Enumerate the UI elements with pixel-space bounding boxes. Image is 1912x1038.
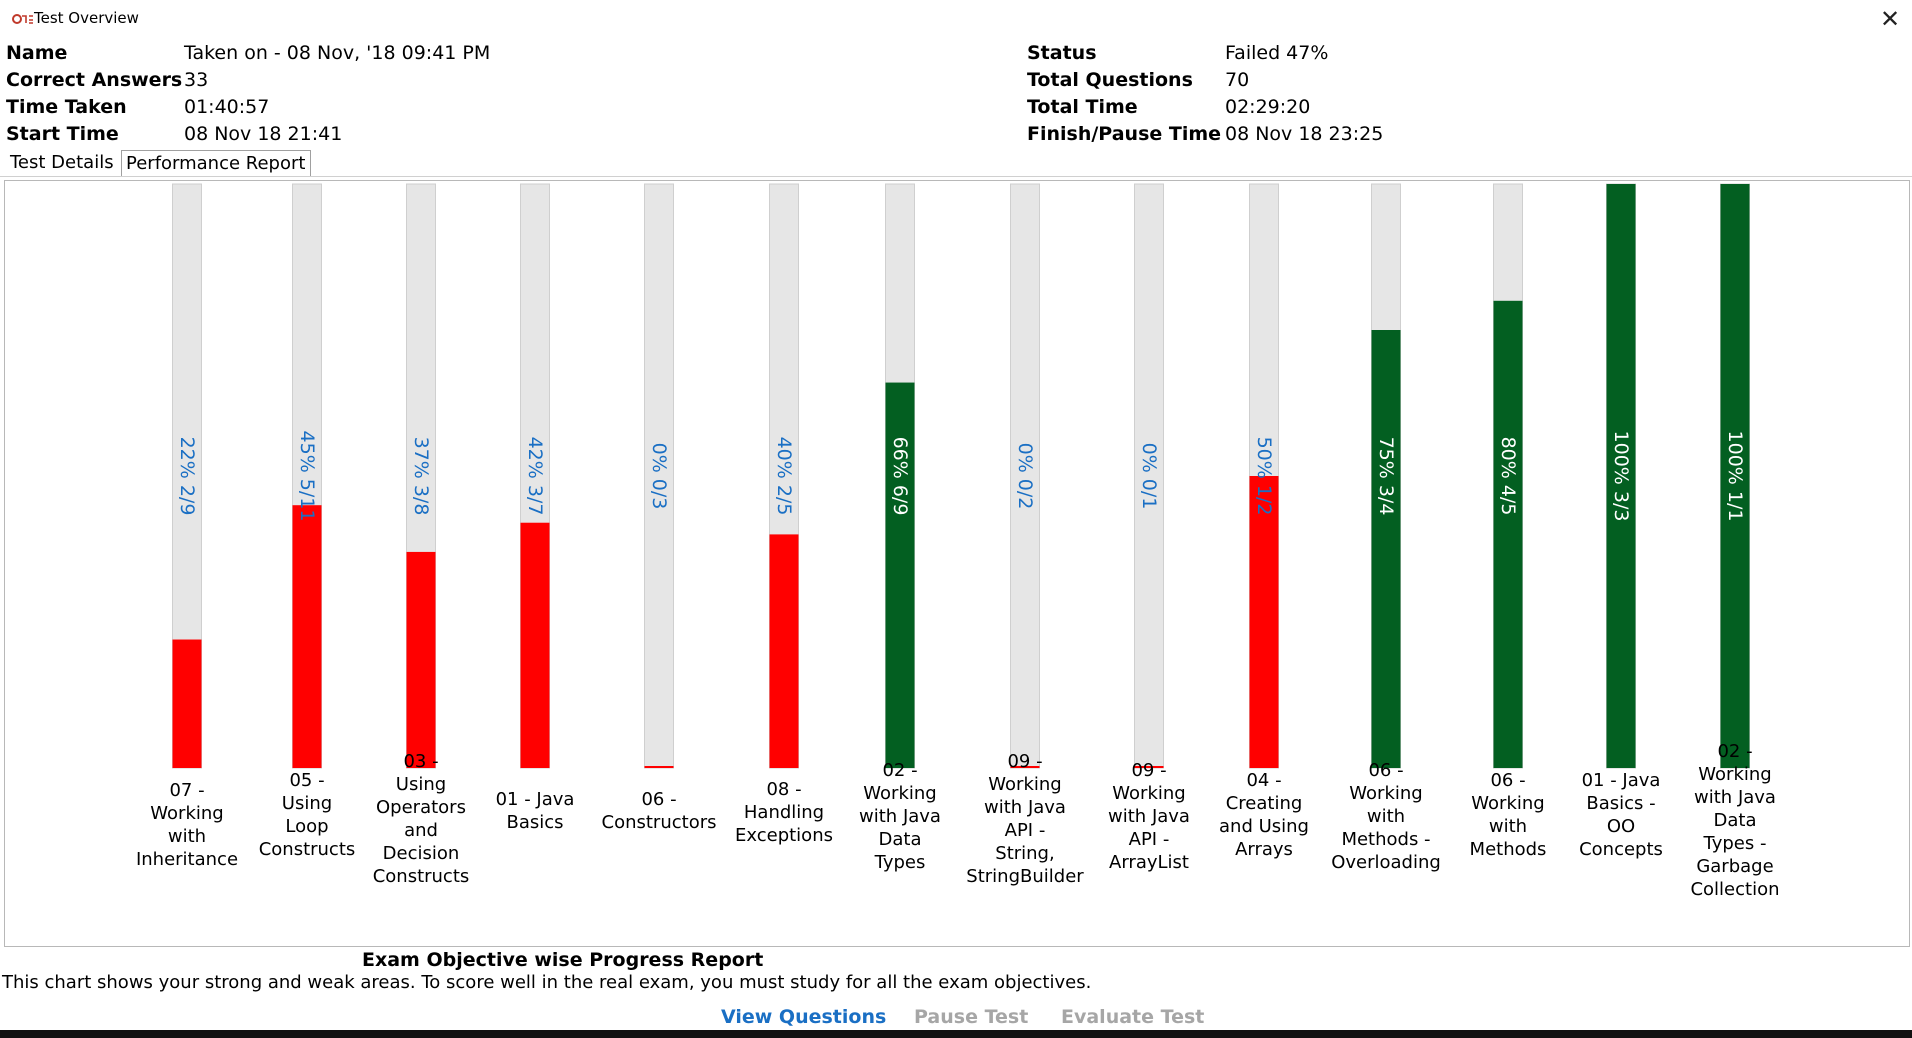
bar xyxy=(1010,766,1040,768)
bar xyxy=(1720,184,1750,768)
bar-track xyxy=(644,183,674,769)
total-time-label: Total Time xyxy=(1027,96,1138,118)
bar-group-6: 40% 2/5 xyxy=(769,183,799,769)
bar-group-5: 0% 0/3 xyxy=(644,183,674,769)
name-value: Taken on - 08 Nov, '18 09:41 PM xyxy=(184,42,491,64)
bar-group-11: 75% 3/4 xyxy=(1371,183,1401,769)
bar xyxy=(1371,330,1401,768)
summary-row-name: Name Taken on - 08 Nov, '18 09:41 PM xyxy=(0,40,1000,66)
time-taken-label: Time Taken xyxy=(6,96,127,118)
bar-group-7: 66% 6/9 xyxy=(885,183,915,769)
total-time-value: 02:29:20 xyxy=(1225,96,1311,118)
bar-group-14: 100% 1/1 xyxy=(1720,183,1750,769)
finish-time-label: Finish/Pause Time xyxy=(1027,123,1222,145)
category-label: 09 - Working with Java API - ArrayList xyxy=(1108,760,1190,873)
bar-group-10: 50% 1/2 xyxy=(1249,183,1279,769)
bar-value-label: 75% 3/4 xyxy=(1375,437,1397,516)
performance-chart-panel: 22% 2/9 45% 5/11 37% 3/8 42% 3/7 0% 0/3 40% 2… xyxy=(4,180,1910,947)
correct-answers-label: Correct Answers xyxy=(6,69,183,91)
bar-group-3: 37% 3/8 xyxy=(406,183,436,769)
bar xyxy=(172,639,202,768)
bar-value-label: 66% 6/9 xyxy=(889,437,911,516)
title-bar: Test Overview ✕ xyxy=(0,0,1912,40)
bar-value-label: 50% 1/2 xyxy=(1253,437,1275,516)
summary-row-total-time: Total Time 02:29:20 xyxy=(1020,94,1900,120)
total-questions-value: 70 xyxy=(1225,69,1250,91)
status-value: Failed 47% xyxy=(1225,42,1329,64)
total-questions-label: Total Questions xyxy=(1027,69,1193,91)
name-label: Name xyxy=(6,42,68,64)
bar-value-label: 22% 2/9 xyxy=(176,437,198,516)
bar xyxy=(885,382,915,768)
view-questions-button[interactable]: View Questions xyxy=(721,1006,887,1028)
summary-row-correct-answers: Correct Answers 33 xyxy=(0,67,1000,93)
status-label: Status xyxy=(1027,42,1097,64)
category-label: 04 - Creating and Using Arrays xyxy=(1219,770,1309,860)
bar xyxy=(1134,766,1164,768)
summary-row-start-time: Start Time 08 Nov 18 21:41 xyxy=(0,121,1000,147)
bar-value-label: 100% 3/3 xyxy=(1610,431,1632,522)
bar xyxy=(769,534,799,768)
category-label: 05 - Using Loop Constructs xyxy=(258,770,356,860)
category-label: 09 - Working with Java API - String, Str… xyxy=(966,751,1084,887)
bar-value-label: 100% 1/1 xyxy=(1724,431,1746,522)
bar-group-12: 80% 4/5 xyxy=(1493,183,1523,769)
finish-time-value: 08 Nov 18 23:25 xyxy=(1225,123,1384,145)
bar-value-label: 40% 2/5 xyxy=(773,437,795,516)
pause-test-button[interactable]: Pause Test xyxy=(914,1006,1029,1028)
bar-group-9: 0% 0/1 xyxy=(1134,183,1164,769)
bar-value-label: 37% 3/8 xyxy=(410,437,432,516)
bar-value-label: 80% 4/5 xyxy=(1497,437,1519,516)
category-label: 08 - Handling Exceptions xyxy=(735,779,833,846)
tab-test-details[interactable]: Test Details xyxy=(10,152,114,173)
bar xyxy=(406,551,436,768)
category-label: 01 - Java Basics - OO Concepts xyxy=(1579,770,1663,860)
bar-track xyxy=(1010,183,1040,769)
tab-performance-report[interactable]: Performance Report xyxy=(121,150,311,177)
category-label: 06 - Working with Methods xyxy=(1469,770,1547,860)
category-label: 06 - Constructors xyxy=(601,789,717,833)
category-label: 03 - Using Operators and Decision Constr… xyxy=(372,751,470,887)
summary-row-finish-time: Finish/Pause Time 08 Nov 18 23:25 xyxy=(1020,121,1900,147)
start-time-label: Start Time xyxy=(6,123,119,145)
bar-group-1: 22% 2/9 xyxy=(172,183,202,769)
summary-row-status: Status Failed 47% xyxy=(1020,40,1900,66)
bar-track xyxy=(1134,183,1164,769)
report-title: Exam Objective wise Progress Report xyxy=(362,949,764,971)
window-title: Test Overview xyxy=(34,9,139,27)
bar xyxy=(1249,476,1279,768)
bar-group-4: 42% 3/7 xyxy=(520,183,550,769)
bar-value-label: 0% 0/3 xyxy=(648,443,670,510)
bar-value-label: 42% 3/7 xyxy=(524,437,546,516)
category-label: 01 - Java Basics xyxy=(495,789,575,833)
category-label: 02 - Working with Java Data Types xyxy=(859,760,941,873)
taskbar-strip xyxy=(0,1030,1912,1038)
app-logo-icon xyxy=(12,14,33,24)
tab-divider xyxy=(0,176,1912,177)
bar-value-label: 0% 0/1 xyxy=(1138,443,1160,510)
bar xyxy=(1493,300,1523,768)
bar xyxy=(644,766,674,768)
summary-row-time-taken: Time Taken 01:40:57 xyxy=(0,94,1000,120)
time-taken-value: 01:40:57 xyxy=(184,96,270,118)
evaluate-test-button[interactable]: Evaluate Test xyxy=(1061,1006,1205,1028)
bar xyxy=(520,522,550,768)
correct-answers-value: 33 xyxy=(184,69,209,91)
close-icon: ✕ xyxy=(1879,5,1901,33)
performance-bar-chart: 22% 2/9 45% 5/11 37% 3/8 42% 3/7 0% 0/3 40% 2… xyxy=(172,183,1750,769)
category-label: 02 - Working with Java Data Types - Garb… xyxy=(1690,741,1780,900)
bar-group-8: 0% 0/2 xyxy=(1010,183,1040,769)
category-label: 07 - Working with Inheritance xyxy=(135,780,239,870)
bar-value-label: 0% 0/2 xyxy=(1014,443,1036,510)
close-button[interactable]: ✕ xyxy=(1872,4,1908,36)
bar xyxy=(292,505,322,768)
bar-value-label: 45% 5/11 xyxy=(296,431,318,522)
report-description: This chart shows your strong and weak ar… xyxy=(2,972,1092,993)
bar-group-13: 100% 3/3 xyxy=(1606,183,1636,769)
bar-group-2: 45% 5/11 xyxy=(292,183,322,769)
category-label: 06 - Working with Methods - Overloading xyxy=(1331,760,1441,873)
start-time-value: 08 Nov 18 21:41 xyxy=(184,123,343,145)
bar xyxy=(1606,184,1636,768)
summary-row-total-questions: Total Questions 70 xyxy=(1020,67,1900,93)
